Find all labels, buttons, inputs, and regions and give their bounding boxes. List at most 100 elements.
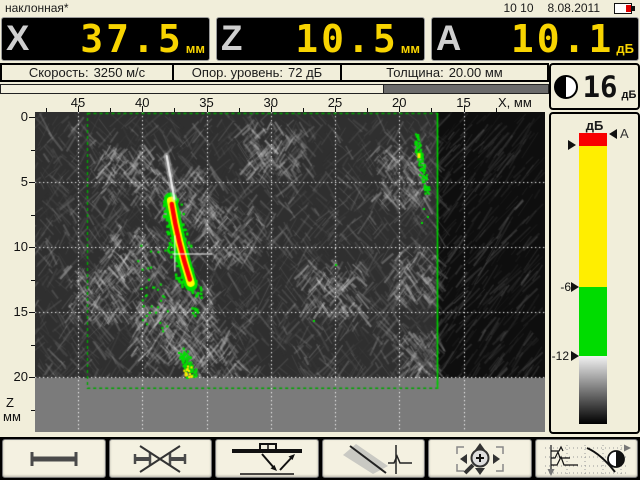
z-tick-mark (29, 117, 35, 118)
readout-x-unit: мм (185, 41, 205, 56)
readout-a: A 10.1 дБ (431, 17, 639, 61)
ascan-view-button[interactable] (534, 439, 638, 478)
amplitude-color-bar (579, 133, 607, 424)
reference-level-value: 72 дБ (288, 65, 323, 80)
readout-a-value: 10.1 (510, 17, 615, 61)
gate-icon (30, 451, 78, 466)
gain-display[interactable]: 16 дБ (549, 63, 640, 110)
bscan-plot: 45 40 35 30 25 20 15 0 5 10 15 20 X, мм Z мм (0, 94, 549, 435)
clock: 10 10 (503, 1, 534, 15)
x-axis-title: X, мм (498, 95, 532, 110)
z-tick-label: 20 (13, 369, 28, 384)
gain-unit: дБ (621, 89, 637, 101)
z-tick-mark (29, 247, 35, 248)
date: 8.08.2011 (547, 1, 601, 15)
amp-minus12-marker-icon (571, 351, 579, 361)
x-minor-tick (367, 108, 369, 112)
z-tick-mark (29, 182, 35, 183)
x-tick-mark (463, 106, 465, 112)
x-tick-mark (206, 106, 208, 112)
z-tick-mark (29, 377, 35, 378)
x-minor-tick (495, 108, 497, 112)
readout-x-value: 37.5 (80, 17, 184, 61)
x-minor-tick (110, 108, 112, 112)
toolbar (0, 437, 640, 480)
readout-a-label: A (436, 19, 462, 58)
amp-minus6-label: -6 (560, 280, 571, 294)
gate-button[interactable] (2, 439, 106, 478)
velocity-field[interactable]: Скорость: 3250 м/с (2, 65, 174, 80)
contrast-icon (553, 74, 578, 99)
bscan-image[interactable] (35, 112, 545, 432)
amp-segment-gray (579, 356, 607, 424)
amp-minus6-marker-icon (571, 282, 579, 292)
z-axis-title: Z (6, 395, 14, 410)
velocity-value: 3250 м/с (93, 65, 146, 80)
readout-a-unit: дБ (616, 41, 634, 56)
status-bar: наклонная* 10 10 8.08.2011 (0, 0, 640, 16)
x-tick-label: 25 (327, 95, 343, 110)
z-axis-unit: мм (3, 409, 21, 424)
readout-z-unit: мм (400, 41, 420, 56)
readout-z-label: Z (221, 19, 243, 58)
readout-x: X 37.5 мм (1, 17, 210, 61)
beam-sector-button[interactable] (321, 439, 425, 478)
x-tick-mark (270, 106, 272, 112)
thickness-field[interactable]: Толщина: 20.00 мм (342, 65, 549, 80)
beam-sector-icon (343, 443, 413, 474)
amp-segment-high (579, 146, 607, 287)
pan-zoom-button[interactable] (428, 439, 532, 478)
x-tick-mark (78, 106, 79, 112)
readout-z-value: 10.5 (295, 17, 399, 61)
z-minor-tick (31, 214, 35, 216)
z-minor-tick (31, 279, 35, 281)
readout-x-label: X (6, 19, 30, 58)
ascan-view-icon (545, 444, 632, 476)
z-tick-mark (29, 312, 35, 313)
x-minor-tick (238, 108, 240, 112)
scan-scrollbar-thumb[interactable] (1, 85, 384, 93)
x-tick-mark (335, 106, 336, 112)
gain-value: 16 (582, 69, 618, 104)
reference-level-label: Опор. уровень: (191, 65, 283, 80)
amp-over-threshold-marker-icon (568, 140, 576, 150)
x-tick-mark (399, 106, 401, 112)
z-tick-label: 5 (20, 174, 28, 189)
x-tick-label: 40 (135, 95, 150, 110)
amp-segment-mid (579, 287, 607, 356)
z-tick-label: 10 (13, 239, 28, 254)
amp-cursor-label: A (620, 126, 629, 141)
echo-path-button[interactable] (215, 439, 319, 478)
z-minor-tick (31, 149, 35, 151)
z-tick-label: 15 (13, 304, 28, 319)
scan-scrollbar[interactable] (0, 84, 549, 94)
battery-low-icon (614, 2, 635, 14)
gate-off-button[interactable] (108, 439, 212, 478)
x-tick-label: 20 (392, 95, 407, 110)
x-minor-tick (302, 108, 304, 112)
x-minor-tick (174, 108, 176, 112)
x-tick-mark (142, 106, 144, 112)
thickness-value: 20.00 мм (448, 65, 503, 80)
info-bar: Скорость: 3250 м/с Опор. уровень: 72 дБ … (0, 63, 549, 82)
x-tick-label: 30 (263, 95, 278, 110)
z-minor-tick (31, 409, 35, 411)
amplitude-scale-panel: дБ A -6 -12 (549, 112, 640, 434)
thickness-label: Толщина: (386, 65, 444, 80)
readout-z: Z 10.5 мм (216, 17, 425, 61)
z-tick-label: 0 (20, 109, 28, 124)
gate-off-icon (134, 444, 187, 473)
x-minor-tick (431, 108, 433, 112)
x-tick-label: 15 (456, 95, 471, 110)
reference-level-field[interactable]: Опор. уровень: 72 дБ (174, 65, 342, 80)
z-minor-tick (31, 344, 35, 346)
pan-zoom-icon (456, 442, 504, 475)
amp-segment-over (579, 133, 607, 146)
velocity-label: Скорость: (28, 65, 89, 80)
amplitude-scale-title: дБ (585, 118, 604, 133)
x-tick-label: 35 (199, 95, 214, 110)
echo-path-icon (231, 442, 302, 475)
amp-minus12-label: -12 (551, 349, 569, 363)
probe-mode-label: наклонная* (5, 1, 69, 15)
